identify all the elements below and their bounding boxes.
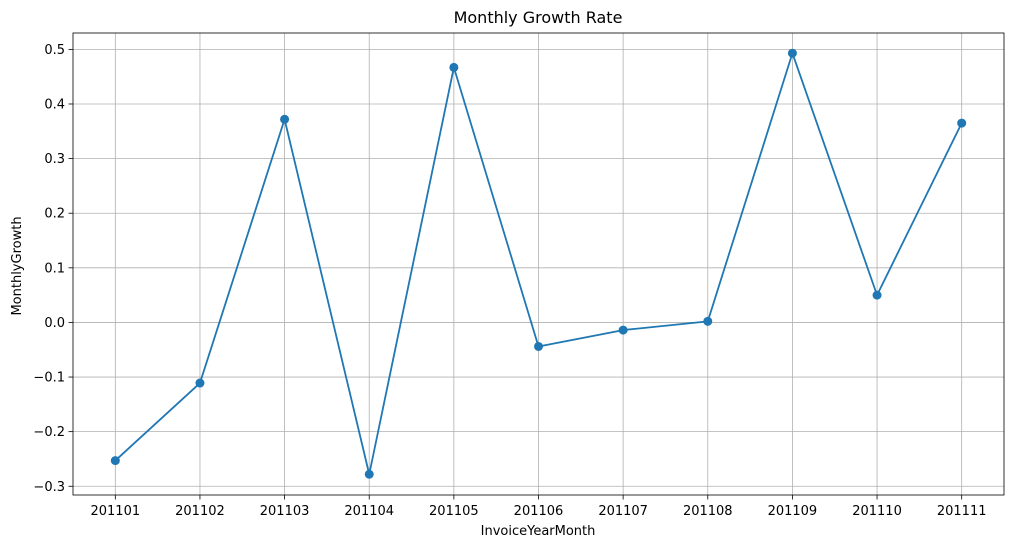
data-point (195, 378, 205, 388)
data-point (449, 62, 459, 72)
y-tick-label: 0.5 (44, 43, 65, 58)
grid (73, 33, 1004, 495)
y-tick-label: 0.2 (44, 207, 65, 222)
data-point (618, 325, 628, 335)
x-tick-label: 201108 (683, 504, 733, 519)
x-tick-label: 201101 (90, 504, 140, 519)
data-point (110, 456, 120, 466)
x-tick-label: 201107 (598, 504, 648, 519)
y-axis-label: MonthlyGrowth (10, 216, 25, 315)
x-axis-label: InvoiceYearMonth (481, 524, 596, 539)
x-tick-label: 201111 (937, 504, 987, 519)
x-tick-label: 201109 (768, 504, 818, 519)
y-tick-label: 0.4 (44, 97, 65, 112)
data-point (787, 48, 797, 58)
x-tick-label: 201110 (852, 504, 902, 519)
data-point (364, 469, 374, 479)
tick-labels: 201101 201102 201103 201104 201105 201106 2011… (33, 43, 986, 519)
y-tick-label: 0.1 (44, 261, 65, 276)
data-point (872, 290, 882, 300)
axes (68, 32, 1005, 500)
x-tick-label: 201103 (260, 504, 310, 519)
series-layer (110, 48, 967, 479)
x-tick-label: 201104 (344, 504, 394, 519)
chart-title: Monthly Growth Rate (454, 8, 623, 27)
y-tick-label: −0.1 (33, 371, 65, 386)
data-point (534, 341, 543, 351)
data-point (280, 114, 290, 124)
x-tick-label: 201105 (429, 504, 479, 519)
y-tick-label: −0.2 (33, 425, 65, 440)
data-point (957, 118, 967, 128)
plot-frame (72, 32, 1005, 496)
x-tick-label: 201102 (175, 504, 225, 519)
y-tick-label: 0.3 (44, 152, 65, 167)
x-tick-label: 201106 (514, 504, 564, 519)
y-tick-label: −0.3 (33, 480, 65, 495)
y-tick-label: 0.0 (44, 316, 65, 331)
data-point (703, 316, 713, 326)
